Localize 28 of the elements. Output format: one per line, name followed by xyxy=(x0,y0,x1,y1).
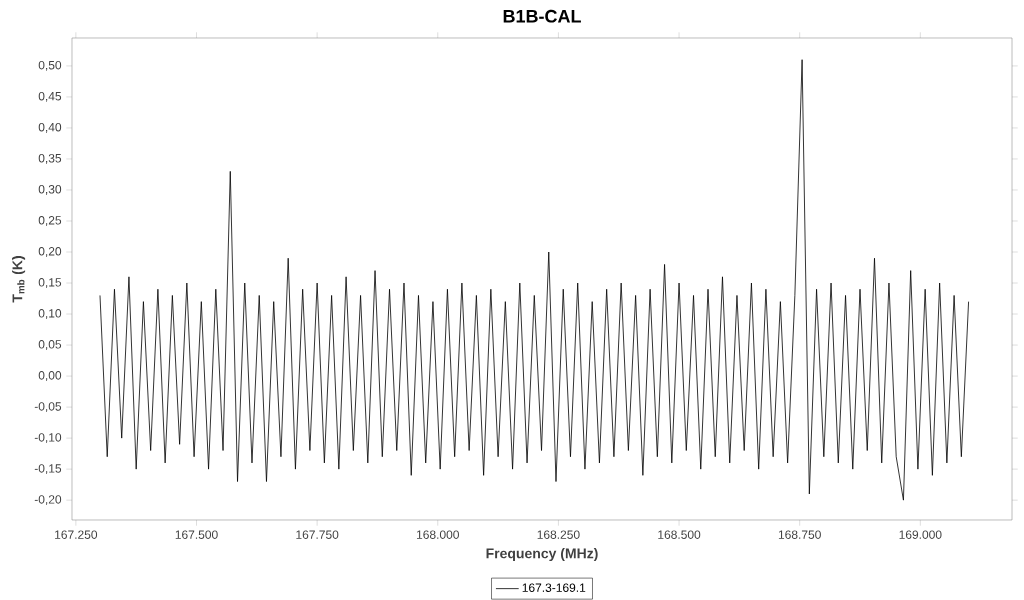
y-tick-label: 0,35 xyxy=(38,153,62,164)
x-tick-label: 167.500 xyxy=(175,530,218,539)
y-tick-label: -0,10 xyxy=(34,433,62,444)
y-axis-title: T$_{mb}$ (K) xyxy=(12,256,26,303)
y-tick-label: -0,05 xyxy=(34,402,62,413)
x-tick-label: 167.250 xyxy=(55,530,98,539)
y-tick-label: 0,05 xyxy=(38,340,62,351)
chart-title: B1B-CAL xyxy=(503,9,581,23)
x-tick-label: 167.750 xyxy=(296,530,339,539)
y-tick-label: 0,45 xyxy=(38,91,62,102)
y-tick-label: 0,10 xyxy=(38,309,62,319)
y-tick-label: 0,00 xyxy=(38,371,62,382)
line-series xyxy=(99,59,969,501)
x-tick-label: 168.250 xyxy=(537,530,580,539)
y-tick-label: 0,50 xyxy=(38,60,62,71)
x-tick-label: 168.750 xyxy=(778,530,821,539)
y-tick-label: -0,15 xyxy=(34,464,62,475)
x-tick-label: 168.500 xyxy=(658,530,701,539)
y-tick-label: 0,20 xyxy=(38,247,62,257)
y-tick-label: 0,30 xyxy=(38,185,62,195)
x-tick-label: 169.000 xyxy=(899,530,942,539)
x-axis-title: Frequency (MHz) xyxy=(486,548,598,562)
legend-label: 167.3-169.1 xyxy=(522,583,586,592)
y-tick-label: 0,40 xyxy=(38,122,62,133)
y-tick-label: 0,25 xyxy=(38,216,62,226)
y-tick-label: -0,20 xyxy=(34,495,62,506)
y-tick-label: 0,15 xyxy=(38,278,62,288)
x-tick-label: 168.000 xyxy=(417,530,459,539)
